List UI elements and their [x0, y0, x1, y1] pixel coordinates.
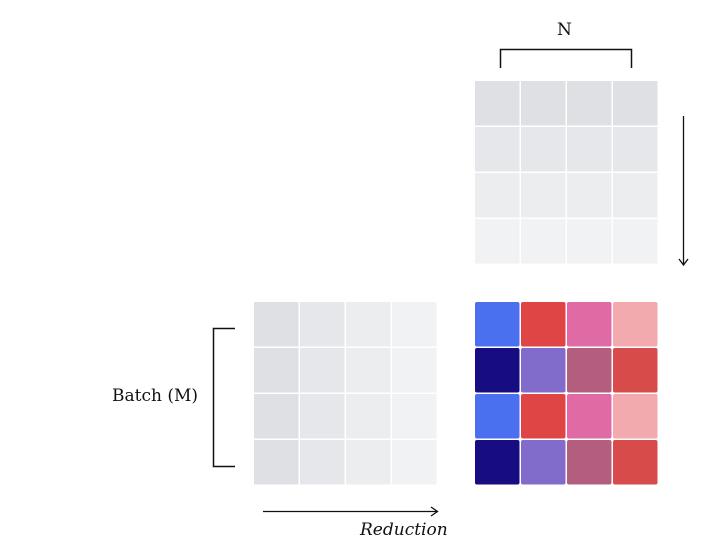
matrix-cell: [300, 302, 345, 347]
matrix-cell: [567, 173, 612, 218]
matrix-cell: [521, 348, 566, 393]
batch-bracket: [212, 327, 235, 468]
n-label: N: [557, 20, 572, 40]
matrix-cell: [254, 302, 299, 347]
n-bracket: [499, 48, 633, 68]
matrix-cell: [521, 302, 566, 347]
matrix-cell: [521, 440, 566, 485]
matrix-cell: [567, 348, 612, 393]
matrix-cell: [475, 394, 520, 439]
matrix-cell: [392, 348, 437, 393]
matrix-cell: [521, 81, 566, 126]
matrix-cell: [613, 440, 658, 485]
matrix-cell: [613, 81, 658, 126]
matrix-cell: [613, 173, 658, 218]
reduction-arrow-icon: [263, 506, 439, 517]
matrix-cell: [392, 440, 437, 485]
matrix-cell: [475, 173, 520, 218]
matrix-cell: [475, 219, 520, 264]
matrix-cell: [567, 440, 612, 485]
matrix-cell: [475, 81, 520, 126]
batch-label: Batch (M): [112, 386, 199, 406]
matrix-cell: [300, 348, 345, 393]
matrix-cell: [254, 394, 299, 439]
matrix-cell: [300, 440, 345, 485]
weights-matrix: [475, 81, 658, 264]
reduction-label: Reduction: [360, 520, 448, 540]
matrix-cell: [613, 348, 658, 393]
matrix-cell: [521, 173, 566, 218]
matrix-cell: [346, 348, 391, 393]
matrix-cell: [475, 127, 520, 172]
matrix-cell: [567, 394, 612, 439]
matrix-cell: [567, 302, 612, 347]
matrix-cell: [613, 127, 658, 172]
matrix-cell: [392, 394, 437, 439]
matrix-cell: [567, 219, 612, 264]
matrix-cell: [254, 348, 299, 393]
matrix-cell: [521, 219, 566, 264]
matrix-cell: [392, 302, 437, 347]
matrix-cell: [475, 440, 520, 485]
matrix-cell: [521, 394, 566, 439]
matrix-cell: [254, 440, 299, 485]
inputs-matrix: [254, 302, 437, 485]
matrix-cell: [475, 302, 520, 347]
matrix-cell: [346, 440, 391, 485]
output-matrix: [475, 302, 658, 485]
matrix-cell: [475, 348, 520, 393]
matrix-cell: [346, 302, 391, 347]
vertical-arrow-icon: [678, 116, 689, 267]
matrix-cell: [613, 219, 658, 264]
matrix-cell: [521, 127, 566, 172]
matrix-cell: [346, 394, 391, 439]
matrix-cell: [300, 394, 345, 439]
matrix-cell: [613, 394, 658, 439]
matrix-cell: [567, 127, 612, 172]
matrix-cell: [613, 302, 658, 347]
matrix-cell: [567, 81, 612, 126]
